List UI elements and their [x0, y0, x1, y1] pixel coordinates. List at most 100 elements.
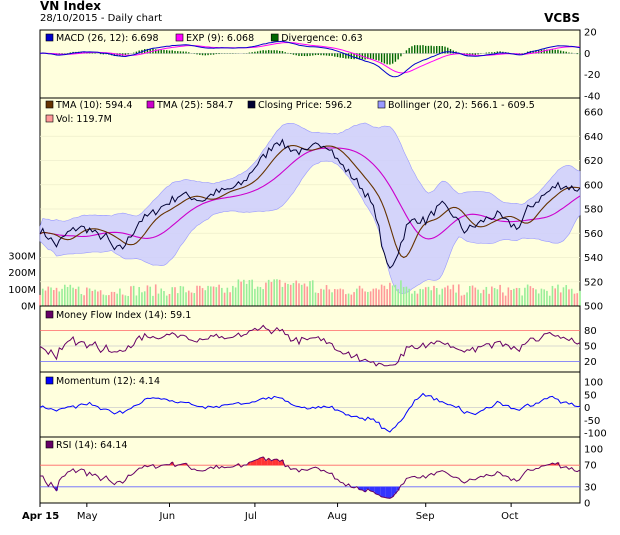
price-axis-tick-5: 560	[584, 229, 603, 240]
volume-bar	[303, 283, 306, 306]
volume-bar	[416, 293, 419, 306]
volume-bar	[110, 291, 113, 306]
volume-bar	[372, 288, 375, 306]
volume-bar	[44, 290, 47, 306]
volume-bar	[499, 284, 501, 306]
volume-bar	[221, 287, 223, 306]
volume-bar	[52, 290, 55, 306]
macd-legend-swatch-0	[45, 33, 54, 42]
volume-bar	[413, 290, 416, 306]
volume-bar	[568, 289, 570, 306]
volume-bar	[358, 285, 361, 306]
mfi-axis-tick-1: 50	[584, 342, 597, 353]
volume-bar	[99, 290, 102, 306]
volume-bar	[452, 284, 455, 306]
volume-bar	[187, 290, 190, 306]
volume-bar	[474, 287, 477, 306]
volume-bar	[468, 286, 471, 306]
volume-bar	[256, 286, 259, 306]
volume-bar	[196, 285, 198, 306]
mfi-legend-swatch-0	[45, 310, 54, 319]
macd-line	[39, 40, 581, 78]
momentum-line	[39, 392, 581, 433]
volume-bar	[245, 283, 248, 306]
volume-bar	[287, 283, 289, 306]
volume-bar	[446, 285, 449, 306]
rsi-line	[40, 456, 581, 499]
volume-bar	[333, 288, 336, 306]
volume-bar	[504, 295, 507, 306]
volume-bar	[298, 283, 300, 306]
volume-bar	[132, 285, 135, 306]
macd-axis-tick-2: -20	[584, 70, 600, 81]
momentum-axis-tick-3: -50	[584, 416, 600, 427]
volume-bar	[466, 292, 468, 306]
volume-bar	[386, 289, 388, 306]
volume-bar	[347, 293, 350, 306]
volume-bar	[311, 280, 314, 306]
volume-bar	[477, 289, 479, 306]
volume-bar	[378, 289, 380, 306]
price-legend-swatch-1	[146, 100, 155, 109]
volume-bar	[86, 287, 88, 306]
volume-bar	[441, 288, 444, 306]
volume-bar	[576, 293, 579, 306]
volume-bar	[559, 292, 562, 306]
volume-bar	[165, 295, 168, 306]
volume-bar	[488, 293, 490, 306]
volume-bar	[526, 284, 529, 306]
volume-bar	[518, 288, 521, 306]
volume-bar	[460, 295, 463, 306]
volume-bar	[397, 289, 399, 306]
price-legend-swatch-0	[45, 100, 54, 109]
volume-bar	[102, 294, 105, 306]
volume-bar	[226, 287, 229, 306]
volume-bar	[157, 293, 160, 306]
momentum-legend-label-0: Momentum (12): 4.14	[56, 376, 160, 387]
volume-bar	[63, 284, 66, 306]
volume-bar	[135, 295, 138, 306]
volume-bar	[433, 285, 435, 306]
volume-bar	[457, 284, 460, 306]
volume-bar	[248, 280, 251, 306]
macd-legend-label-1: EXP (9): 6.068	[186, 33, 254, 44]
volume-bar	[179, 285, 182, 306]
momentum-axis-tick-1: 50	[584, 390, 597, 401]
volume-bar	[193, 293, 196, 306]
volume-bar	[50, 287, 52, 306]
price-axis-tick-3: 600	[584, 180, 603, 191]
x-axis-label-0: Apr 15	[22, 511, 59, 522]
volume-bar	[185, 292, 187, 306]
volume-bar	[237, 279, 240, 306]
volume-bar	[116, 293, 118, 306]
volume-bar	[259, 287, 262, 306]
macd-legend-swatch-2	[270, 33, 279, 42]
volume-bar	[369, 291, 372, 306]
volume-bar	[491, 286, 493, 306]
volume-bar	[121, 294, 124, 306]
volume-bar	[168, 293, 171, 306]
volume-bar	[265, 282, 267, 306]
price-axis-tick-2: 620	[584, 156, 603, 167]
volume-bar	[579, 290, 581, 306]
volume-bar	[97, 291, 99, 306]
price-legend-label-0: TMA (10): 594.4	[55, 100, 132, 111]
mfi-line	[39, 324, 581, 367]
volume-bar	[127, 295, 129, 306]
volume-bar	[124, 295, 127, 306]
momentum-axis-tick-2: 0	[584, 403, 590, 414]
volume-bar	[546, 290, 548, 306]
chart-subtitle: 28/10/2015 - Daily chart	[40, 13, 163, 24]
volume-bar	[72, 287, 74, 306]
volume-bar	[295, 280, 298, 306]
momentum-legend-swatch-0	[45, 376, 54, 385]
volume-bar	[570, 288, 573, 306]
volume-bar	[39, 294, 41, 306]
price-legend-label-1: TMA (25): 584.7	[156, 100, 233, 111]
volume-bar	[345, 294, 347, 306]
price-axis-tick-4: 580	[584, 205, 603, 216]
volume-bar	[411, 293, 413, 306]
volume-bar	[515, 287, 518, 306]
volume-bar	[353, 292, 355, 306]
